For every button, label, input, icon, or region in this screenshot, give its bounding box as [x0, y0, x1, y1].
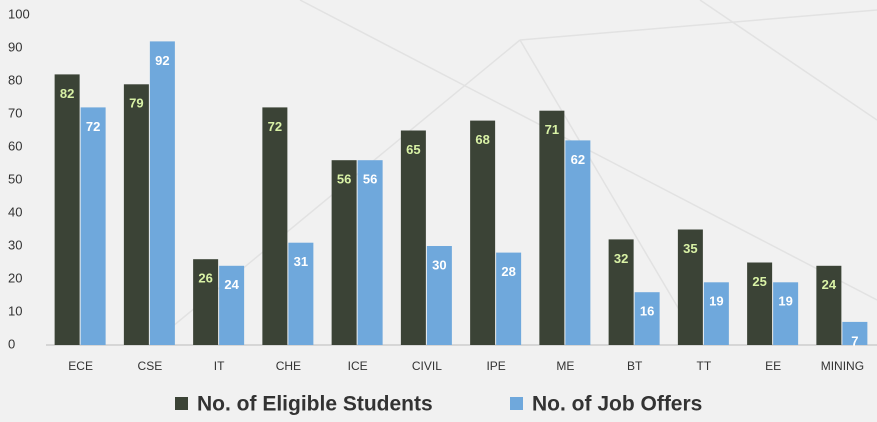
- bar: [634, 292, 660, 345]
- bar: [496, 252, 522, 345]
- value-label: 82: [60, 86, 74, 101]
- bar: [288, 242, 314, 345]
- y-tick-label: 90: [8, 39, 22, 54]
- bar: [773, 282, 799, 345]
- bar: [149, 41, 175, 346]
- x-tick-label: EE: [765, 359, 781, 373]
- value-label: 19: [778, 294, 792, 309]
- x-tick-label: ICE: [348, 359, 368, 373]
- bar: [842, 321, 868, 345]
- x-tick-label: IPE: [486, 359, 505, 373]
- x-tick-label: ECE: [68, 359, 93, 373]
- bar: [608, 239, 634, 345]
- bar: [816, 265, 842, 345]
- value-label: 24: [822, 277, 837, 292]
- value-label: 31: [294, 254, 308, 269]
- x-tick-label: TT: [697, 359, 712, 373]
- bar: [331, 160, 357, 345]
- y-tick-label: 20: [8, 270, 22, 285]
- value-label: 7: [851, 333, 858, 348]
- value-label: 19: [709, 294, 723, 309]
- x-tick-label: CSE: [138, 359, 163, 373]
- bar: [426, 246, 452, 345]
- bar: [677, 229, 703, 345]
- bar: [357, 160, 383, 345]
- value-label: 72: [86, 119, 100, 134]
- value-label: 56: [363, 172, 377, 187]
- x-tick-label: CHE: [276, 359, 301, 373]
- value-label: 72: [268, 119, 282, 134]
- y-tick-label: 0: [8, 336, 15, 351]
- value-label: 56: [337, 172, 351, 187]
- value-label: 30: [432, 257, 446, 272]
- x-tick-label: IT: [214, 359, 225, 373]
- legend-swatch: [510, 397, 523, 410]
- value-label: 92: [155, 53, 169, 68]
- y-tick-label: 60: [8, 138, 22, 153]
- x-tick-label: MINING: [821, 359, 864, 373]
- value-label: 71: [545, 122, 559, 137]
- bar: [747, 262, 773, 345]
- legend-swatch: [175, 397, 188, 410]
- bar: [262, 107, 288, 346]
- value-label: 24: [224, 277, 239, 292]
- y-tick-label: 70: [8, 105, 22, 120]
- value-label: 79: [129, 96, 143, 111]
- bar: [123, 84, 149, 346]
- bar: [565, 140, 591, 345]
- value-label: 26: [198, 271, 212, 286]
- value-label: 32: [614, 251, 628, 266]
- legend-label: No. of Eligible Students: [197, 393, 433, 416]
- value-label: 35: [683, 241, 697, 256]
- y-tick-label: 40: [8, 204, 22, 219]
- bar: [193, 259, 219, 345]
- y-tick-label: 10: [8, 303, 22, 318]
- bar: [80, 107, 106, 346]
- x-tick-label: CIVIL: [412, 359, 442, 373]
- value-label: 68: [475, 132, 489, 147]
- bar: [470, 120, 496, 345]
- bar: [703, 282, 729, 345]
- x-tick-label: ME: [556, 359, 574, 373]
- value-label: 16: [640, 304, 654, 319]
- value-label: 62: [571, 152, 585, 167]
- value-label: 65: [406, 142, 420, 157]
- y-tick-label: 30: [8, 237, 22, 252]
- y-tick-label: 80: [8, 72, 22, 87]
- bar: [539, 110, 565, 345]
- x-tick-label: BT: [627, 359, 643, 373]
- bar: [400, 130, 426, 345]
- bar: [219, 265, 245, 345]
- value-label: 25: [752, 274, 766, 289]
- legend-label: No. of Job Offers: [532, 393, 702, 416]
- bar: [54, 74, 80, 346]
- y-tick-label: 100: [8, 6, 30, 21]
- y-tick-label: 50: [8, 171, 22, 186]
- value-label: 28: [501, 264, 515, 279]
